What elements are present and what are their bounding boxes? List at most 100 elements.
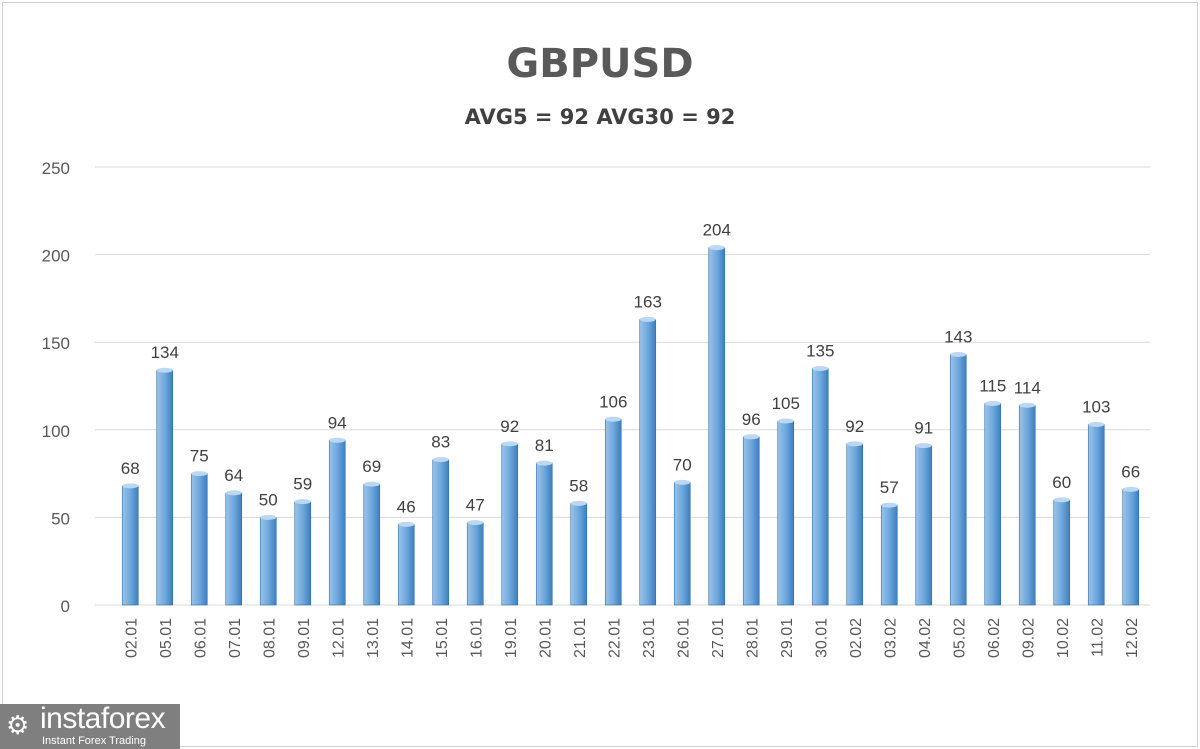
- bar-top: [1122, 486, 1139, 492]
- data-label: 163: [634, 292, 662, 311]
- bar-top: [605, 416, 622, 422]
- bar: [501, 443, 519, 606]
- bar: [535, 462, 553, 606]
- data-label: 114: [1014, 378, 1041, 397]
- bar-top: [156, 367, 173, 373]
- bar-top: [191, 471, 208, 477]
- bar-top: [329, 437, 346, 443]
- y-tick-label: 150: [42, 334, 70, 353]
- bar: [190, 473, 208, 606]
- bar-top: [1053, 497, 1070, 503]
- y-tick-label: 0: [61, 597, 70, 616]
- bar-top: [950, 351, 967, 357]
- x-tick-label: 09.02: [1020, 618, 1037, 658]
- bar: [604, 418, 622, 606]
- x-tick-label: 19.01: [503, 618, 520, 658]
- bar: [363, 483, 381, 606]
- x-tick-label: 07.01: [227, 618, 244, 658]
- x-tick-label: 15.01: [434, 618, 451, 658]
- data-label: 92: [845, 417, 864, 436]
- bar-top: [639, 316, 656, 322]
- data-label: 75: [190, 447, 209, 466]
- bar-top: [743, 434, 760, 440]
- x-tick-label: 20.01: [537, 618, 554, 658]
- bar-top: [536, 460, 553, 466]
- bar-top: [363, 481, 380, 487]
- data-label: 96: [742, 410, 761, 429]
- bar: [777, 420, 795, 606]
- data-label: 66: [1121, 462, 1140, 481]
- data-label: 46: [397, 497, 416, 516]
- data-label: 106: [599, 392, 627, 411]
- bar: [1018, 404, 1036, 606]
- chart-subtitle: AVG5 = 92 AVG30 = 92: [464, 105, 736, 129]
- x-tick-label: 26.01: [675, 618, 692, 658]
- bar: [121, 485, 139, 606]
- data-label: 68: [121, 459, 140, 478]
- data-label: 135: [806, 341, 834, 360]
- bar-top: [260, 514, 277, 520]
- logo-name: instaforex: [40, 702, 166, 735]
- data-label: 70: [673, 455, 692, 474]
- bar-top: [467, 520, 484, 526]
- data-label: 59: [293, 475, 312, 494]
- x-tick-label: 28.01: [744, 618, 761, 658]
- x-tick-label: 16.01: [468, 618, 485, 658]
- bar: [225, 492, 243, 606]
- data-label: 143: [944, 327, 972, 346]
- data-label: 47: [466, 496, 485, 515]
- bar: [673, 482, 691, 606]
- gear-logo-icon: ⚙: [6, 711, 30, 741]
- bar: [811, 368, 829, 606]
- bar-top: [225, 490, 242, 496]
- data-label: 91: [914, 419, 933, 438]
- y-tick-label: 50: [51, 509, 70, 528]
- data-label: 50: [259, 490, 278, 509]
- bar: [915, 445, 933, 606]
- x-tick-label: 29.01: [779, 618, 796, 658]
- x-tick-label: 05.02: [951, 618, 968, 658]
- bar-top: [915, 443, 932, 449]
- x-tick-label: 03.02: [882, 618, 899, 658]
- x-tick-label: 06.01: [192, 618, 209, 658]
- x-tick-label: 11.02: [1089, 618, 1106, 657]
- data-label: 105: [772, 394, 800, 413]
- x-tick-label: 12.02: [1124, 618, 1141, 658]
- x-tick-label: 27.01: [710, 618, 727, 658]
- x-tick-label: 13.01: [365, 618, 382, 658]
- bar: [984, 403, 1002, 606]
- x-tick-label: 30.01: [813, 618, 830, 658]
- bar: [328, 440, 346, 606]
- bar-top: [984, 401, 1001, 407]
- bar: [466, 522, 484, 606]
- x-tick-label: 06.02: [986, 618, 1003, 658]
- data-label: 81: [535, 436, 554, 455]
- bar: [1053, 499, 1071, 606]
- x-tick-label: 04.02: [917, 618, 934, 658]
- data-label: 83: [431, 433, 450, 452]
- logo-tagline: Instant Forex Trading: [42, 735, 146, 747]
- x-tick-label: 08.01: [261, 618, 278, 658]
- bar-top: [294, 499, 311, 505]
- bar-top: [674, 479, 691, 485]
- x-tick-label: 10.02: [1055, 618, 1072, 658]
- bar-top: [122, 483, 139, 489]
- bar-top: [812, 365, 829, 371]
- bar: [1122, 489, 1140, 606]
- bar: [846, 443, 864, 606]
- bar-top: [1088, 422, 1105, 428]
- bar-top: [398, 521, 415, 527]
- bar: [156, 369, 174, 606]
- bar-top: [432, 457, 449, 463]
- bar: [949, 354, 967, 606]
- data-label: 204: [703, 221, 731, 240]
- bar: [259, 517, 277, 606]
- bar-top: [881, 502, 898, 508]
- data-label: 57: [880, 478, 899, 497]
- bar: [639, 319, 657, 606]
- data-label: 115: [979, 377, 1006, 396]
- data-label: 134: [151, 343, 179, 362]
- data-label: 69: [362, 457, 381, 476]
